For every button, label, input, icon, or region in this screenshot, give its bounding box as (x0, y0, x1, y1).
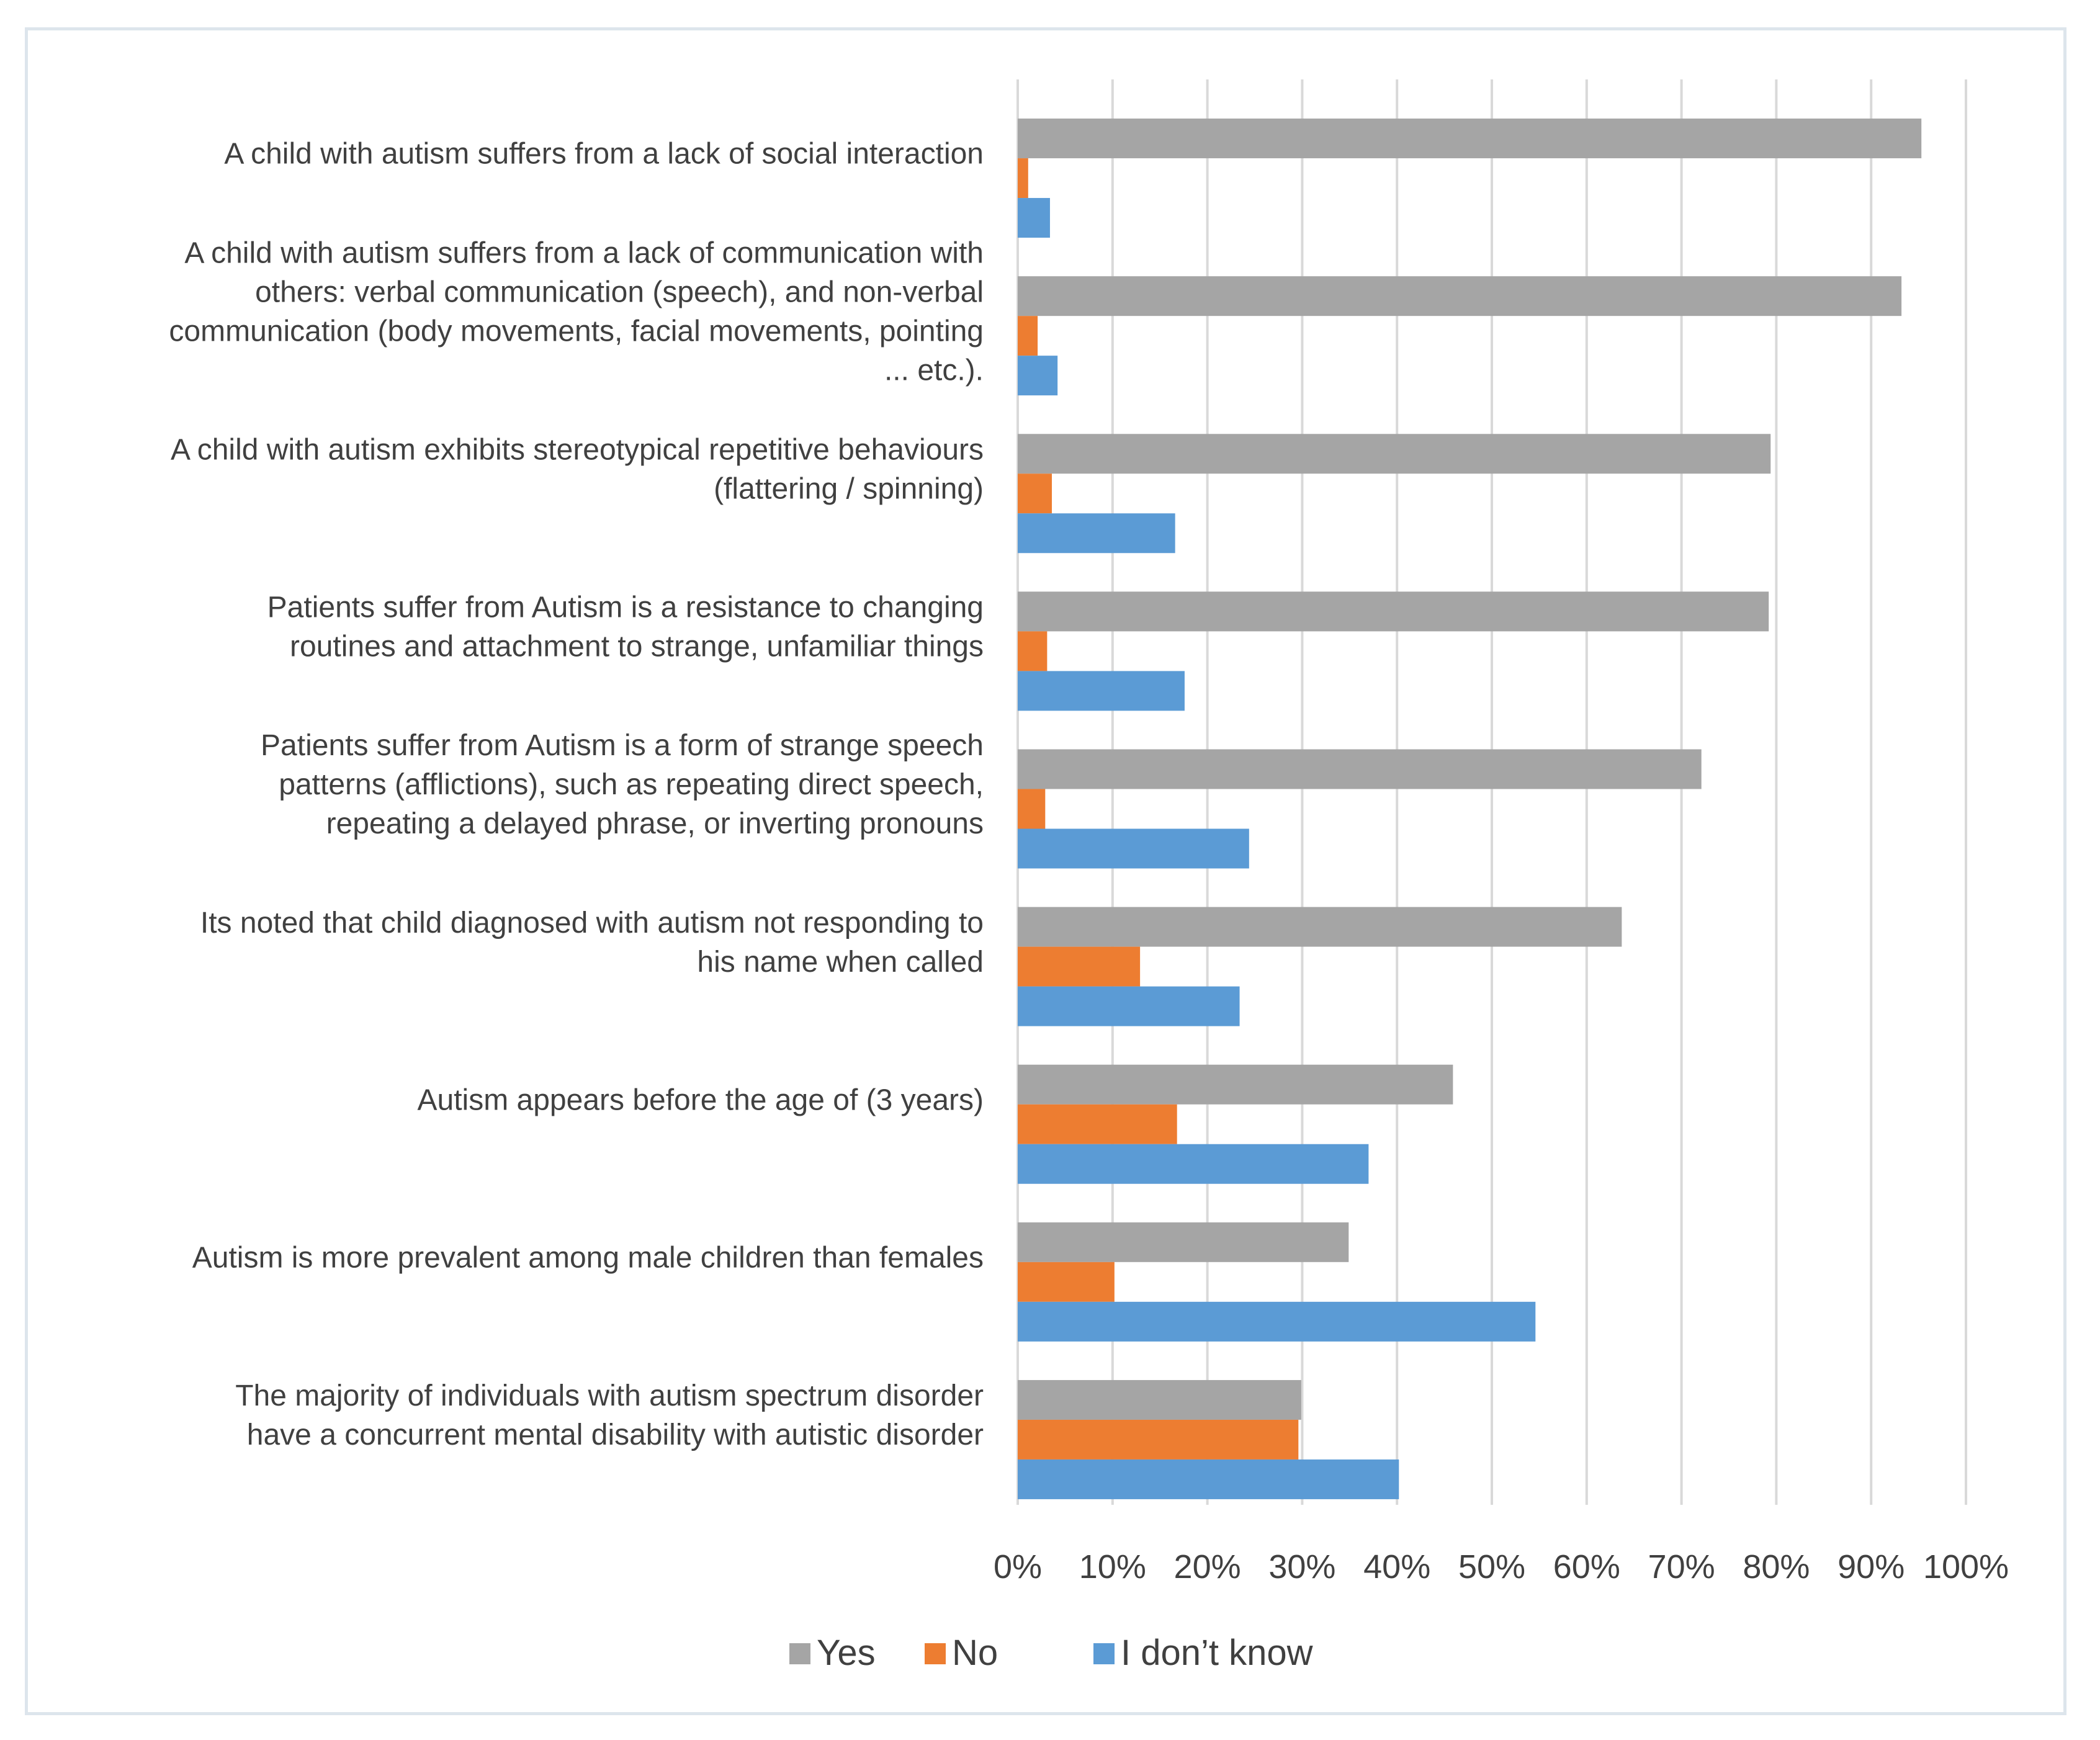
x-tick-label: 70% (1648, 1548, 1715, 1585)
bar-yes (1018, 434, 1771, 474)
x-tick-label: 0% (994, 1548, 1042, 1585)
category-labels: A child with autism suffers from a lack … (169, 138, 984, 1451)
bar-no (1018, 946, 1141, 987)
x-axis-ticks: 0% 10% 20% 30% 40% 50% 60% 70% 80% 90% 100% (994, 1548, 2009, 1585)
bar-no (1018, 473, 1052, 514)
category-label: (flattering / spinning) (714, 472, 984, 505)
bar-yes (1018, 276, 1902, 316)
bar-yes (1018, 1064, 1453, 1105)
bar-i-don-t-know (1018, 671, 1185, 711)
bar-i-don-t-know (1018, 986, 1240, 1026)
category-label: Autism appears before the age of (3 year… (418, 1083, 984, 1116)
bar-no (1018, 1104, 1177, 1144)
legend-swatch (925, 1643, 946, 1664)
bar-no (1018, 1419, 1299, 1460)
category-label: Patients suffer from Autism is a form of… (261, 729, 984, 762)
x-tick-label: 20% (1174, 1548, 1241, 1585)
legend-swatch (1093, 1643, 1115, 1664)
x-tick-label: 50% (1458, 1548, 1525, 1585)
bar-no (1018, 316, 1038, 356)
bar-yes (1018, 907, 1622, 947)
bar-yes (1018, 1222, 1349, 1262)
category-label: patterns (afflictions), such as repeatin… (279, 768, 984, 801)
bar-no (1018, 158, 1028, 199)
category-label: communication (body movements, facial mo… (169, 315, 984, 348)
category-label: his name when called (697, 946, 984, 979)
bar-no (1018, 1262, 1115, 1302)
bar-yes (1018, 749, 1702, 789)
category-label: have a concurrent mental disability with… (247, 1419, 984, 1451)
bar-i-don-t-know (1018, 1301, 1536, 1342)
bar-i-don-t-know (1018, 828, 1249, 869)
category-label: ... etc.). (884, 354, 984, 387)
bar-i-don-t-know (1018, 198, 1050, 238)
x-tick-label: 10% (1079, 1548, 1146, 1585)
legend: Yes No I don’t know (789, 1633, 1314, 1673)
bar-yes (1018, 591, 1769, 632)
legend-label: No (952, 1633, 998, 1673)
bar-i-don-t-know (1018, 1459, 1399, 1499)
bar-yes (1018, 1379, 1301, 1420)
legend-swatch (789, 1643, 810, 1664)
category-label: A child with autism exhibits stereotypic… (171, 433, 984, 466)
category-label: routines and attachment to strange, unfa… (290, 630, 984, 663)
bar-yes (1018, 119, 1922, 159)
x-tick-label: 90% (1837, 1548, 1905, 1585)
category-label: Its noted that child diagnosed with auti… (200, 907, 984, 940)
bar-i-don-t-know (1018, 1144, 1369, 1184)
category-label: repeating a delayed phrase, or inverting… (326, 807, 984, 840)
x-tick-label: 40% (1363, 1548, 1430, 1585)
x-tick-label: 80% (1743, 1548, 1810, 1585)
category-label: Autism is more prevalent among male chil… (192, 1242, 984, 1275)
legend-label: I don’t know (1121, 1633, 1314, 1673)
category-label: A child with autism suffers from a lack … (224, 138, 984, 171)
legend-label: Yes (817, 1633, 876, 1673)
category-label: others: verbal communication (speech), a… (255, 276, 984, 308)
x-tick-label: 100% (1923, 1548, 2009, 1585)
x-tick-label: 30% (1268, 1548, 1335, 1585)
bar-no (1018, 789, 1046, 829)
category-label: The majority of individuals with autism … (235, 1379, 984, 1412)
bars (1018, 119, 1922, 1499)
bar-i-don-t-know (1018, 513, 1175, 554)
x-tick-label: 60% (1553, 1548, 1620, 1585)
bar-no (1018, 631, 1048, 671)
category-label: A child with autism suffers from a lack … (184, 236, 984, 269)
category-label: Patients suffer from Autism is a resista… (267, 591, 984, 624)
bar-i-don-t-know (1018, 356, 1058, 396)
